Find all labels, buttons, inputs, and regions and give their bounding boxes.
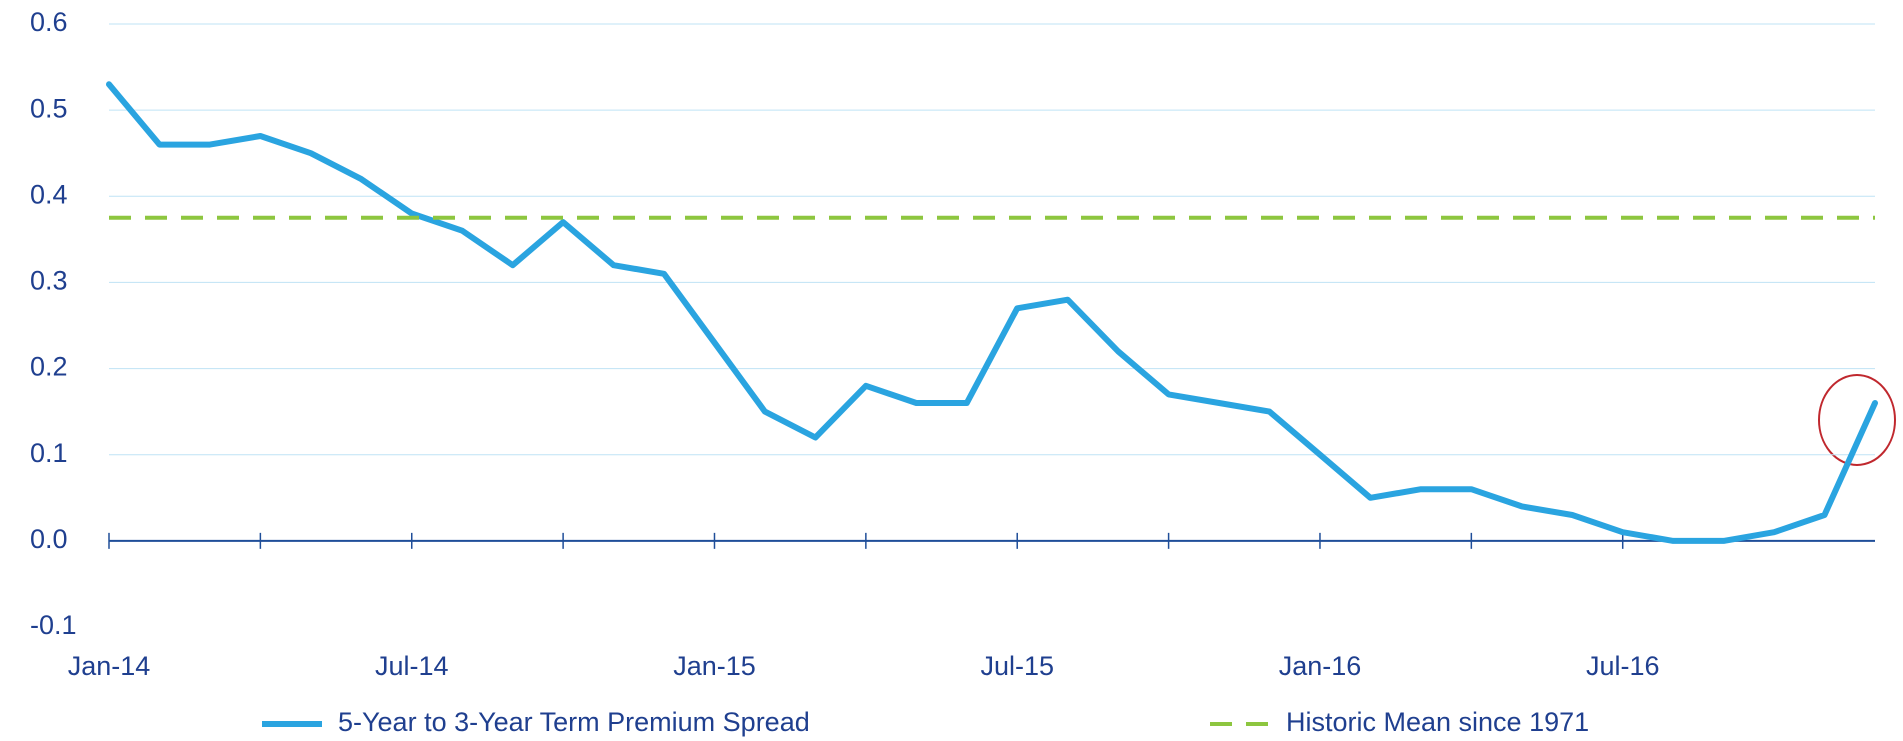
- y-tick-label: 0.1: [30, 438, 68, 468]
- highlight-circle: [1818, 374, 1896, 466]
- y-tick-label: 0.2: [30, 352, 68, 382]
- x-tick-label: Jul-15: [980, 651, 1054, 681]
- y-tick-label: 0.0: [30, 524, 68, 554]
- x-tick-label: Jan-16: [1279, 651, 1362, 681]
- y-tick-label: 0.5: [30, 93, 68, 123]
- y-tick-label: -0.1: [30, 610, 77, 640]
- y-tick-label: 0.6: [30, 7, 68, 37]
- x-tick-label: Jan-14: [68, 651, 151, 681]
- legend-label: Historic Mean since 1971: [1286, 707, 1589, 737]
- x-tick-label: Jan-15: [673, 651, 756, 681]
- series-line: [106, 81, 1878, 544]
- x-tick-label: Jul-14: [375, 651, 449, 681]
- y-tick-label: 0.4: [30, 179, 68, 209]
- y-tick-label: 0.3: [30, 266, 68, 296]
- legend-label: 5-Year to 3-Year Term Premium Spread: [338, 707, 810, 737]
- x-tick-label: Jul-16: [1586, 651, 1660, 681]
